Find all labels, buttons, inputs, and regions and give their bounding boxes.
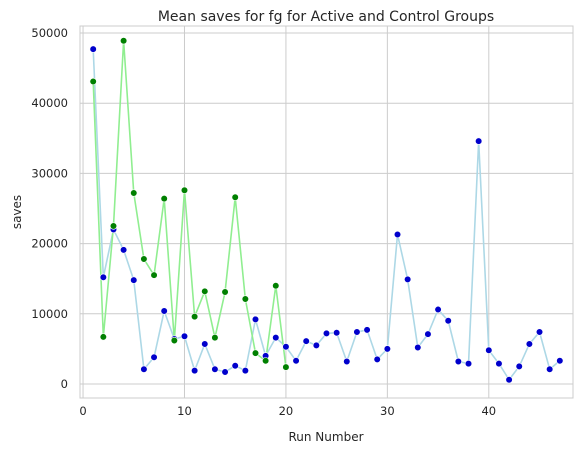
x-tick-label: 0 [79,404,86,418]
x-tick-label: 10 [177,404,192,418]
series-1-point [333,329,341,337]
series-2-point [160,195,168,203]
series-1-point [525,340,533,348]
series-1-point [140,365,148,373]
series-1-point [343,357,351,366]
chart-title: Mean saves for fg for Active and Control… [158,9,494,25]
series-1-point [282,343,290,351]
series-1-point [515,362,523,371]
series-line-2 [92,39,287,368]
series-2-point [109,222,118,230]
series-1-point [241,367,249,375]
series-1-point [424,330,432,338]
series-1-point [546,365,554,373]
series-2-point [191,312,199,321]
series-1-point [373,355,381,363]
series-2-point [282,363,290,371]
y-tick-label: 10000 [31,307,68,321]
series-1-point [393,230,402,239]
series-1-point [505,376,513,384]
series-1-point [302,337,310,345]
series-1-point [180,332,189,340]
series-1-point [454,357,462,366]
series-1-point [535,328,544,336]
series-2-point [150,271,158,279]
series-1-point [201,340,209,348]
series-2-point [170,336,178,345]
y-tick-label: 50000 [31,26,68,40]
series-1-point [556,357,564,365]
x-tick-label: 20 [279,404,294,418]
series-1-point [363,326,371,334]
series-1-point [251,315,260,323]
series-2-point [89,77,97,86]
series-points [89,37,564,384]
y-tick-label: 20000 [31,237,68,251]
series-1-point [475,137,483,145]
series-2-point [262,357,270,365]
x-tick-labels: 0 10 20 30 40 [79,404,496,418]
series-1-point [120,246,128,254]
series-1-point [99,273,107,281]
series-2-point [221,288,229,296]
series-1-point [495,360,503,368]
series-1-point [444,317,452,325]
y-tick-label: 40000 [31,96,68,110]
y-tick-label: 30000 [31,166,68,180]
series-1-point [130,276,138,284]
x-tick-label: 40 [481,404,496,418]
series-1-point [272,334,280,342]
series-2-point [180,186,189,194]
series-1-point [485,346,493,354]
y-axis-label: saves [10,195,24,229]
series-1-point [434,305,442,314]
series-1-point [464,360,473,368]
plot-area [79,25,574,399]
series-1-point [353,328,361,336]
series-1-point [383,345,391,353]
series-1-point [404,275,412,283]
series-1-point [414,343,422,352]
series-1-point [292,357,300,365]
series-1-point [231,362,239,370]
series-2-point [241,295,249,303]
series-2-point [231,193,239,201]
series-1-point [150,353,158,361]
series-1-point [160,307,168,315]
series-2-point [201,287,209,295]
series-2-point [272,282,280,290]
series-1-point [312,341,320,349]
series-1-point [89,45,97,53]
series-1-point [211,365,219,373]
y-tick-labels: 0 10000 20000 30000 40000 50000 [31,26,68,391]
x-axis-label: Run Number [288,430,363,444]
x-tick-label: 30 [380,404,395,418]
series-2-point [251,349,260,357]
series-2-point [140,255,148,263]
series-2-point [99,333,107,341]
series-1-point [322,329,331,338]
series-2-point [211,334,219,342]
series-1-point [221,368,229,376]
series-2-point [120,37,128,45]
series-1-point [191,367,199,375]
y-tick-label: 0 [61,377,68,391]
series-2-point [130,189,138,197]
